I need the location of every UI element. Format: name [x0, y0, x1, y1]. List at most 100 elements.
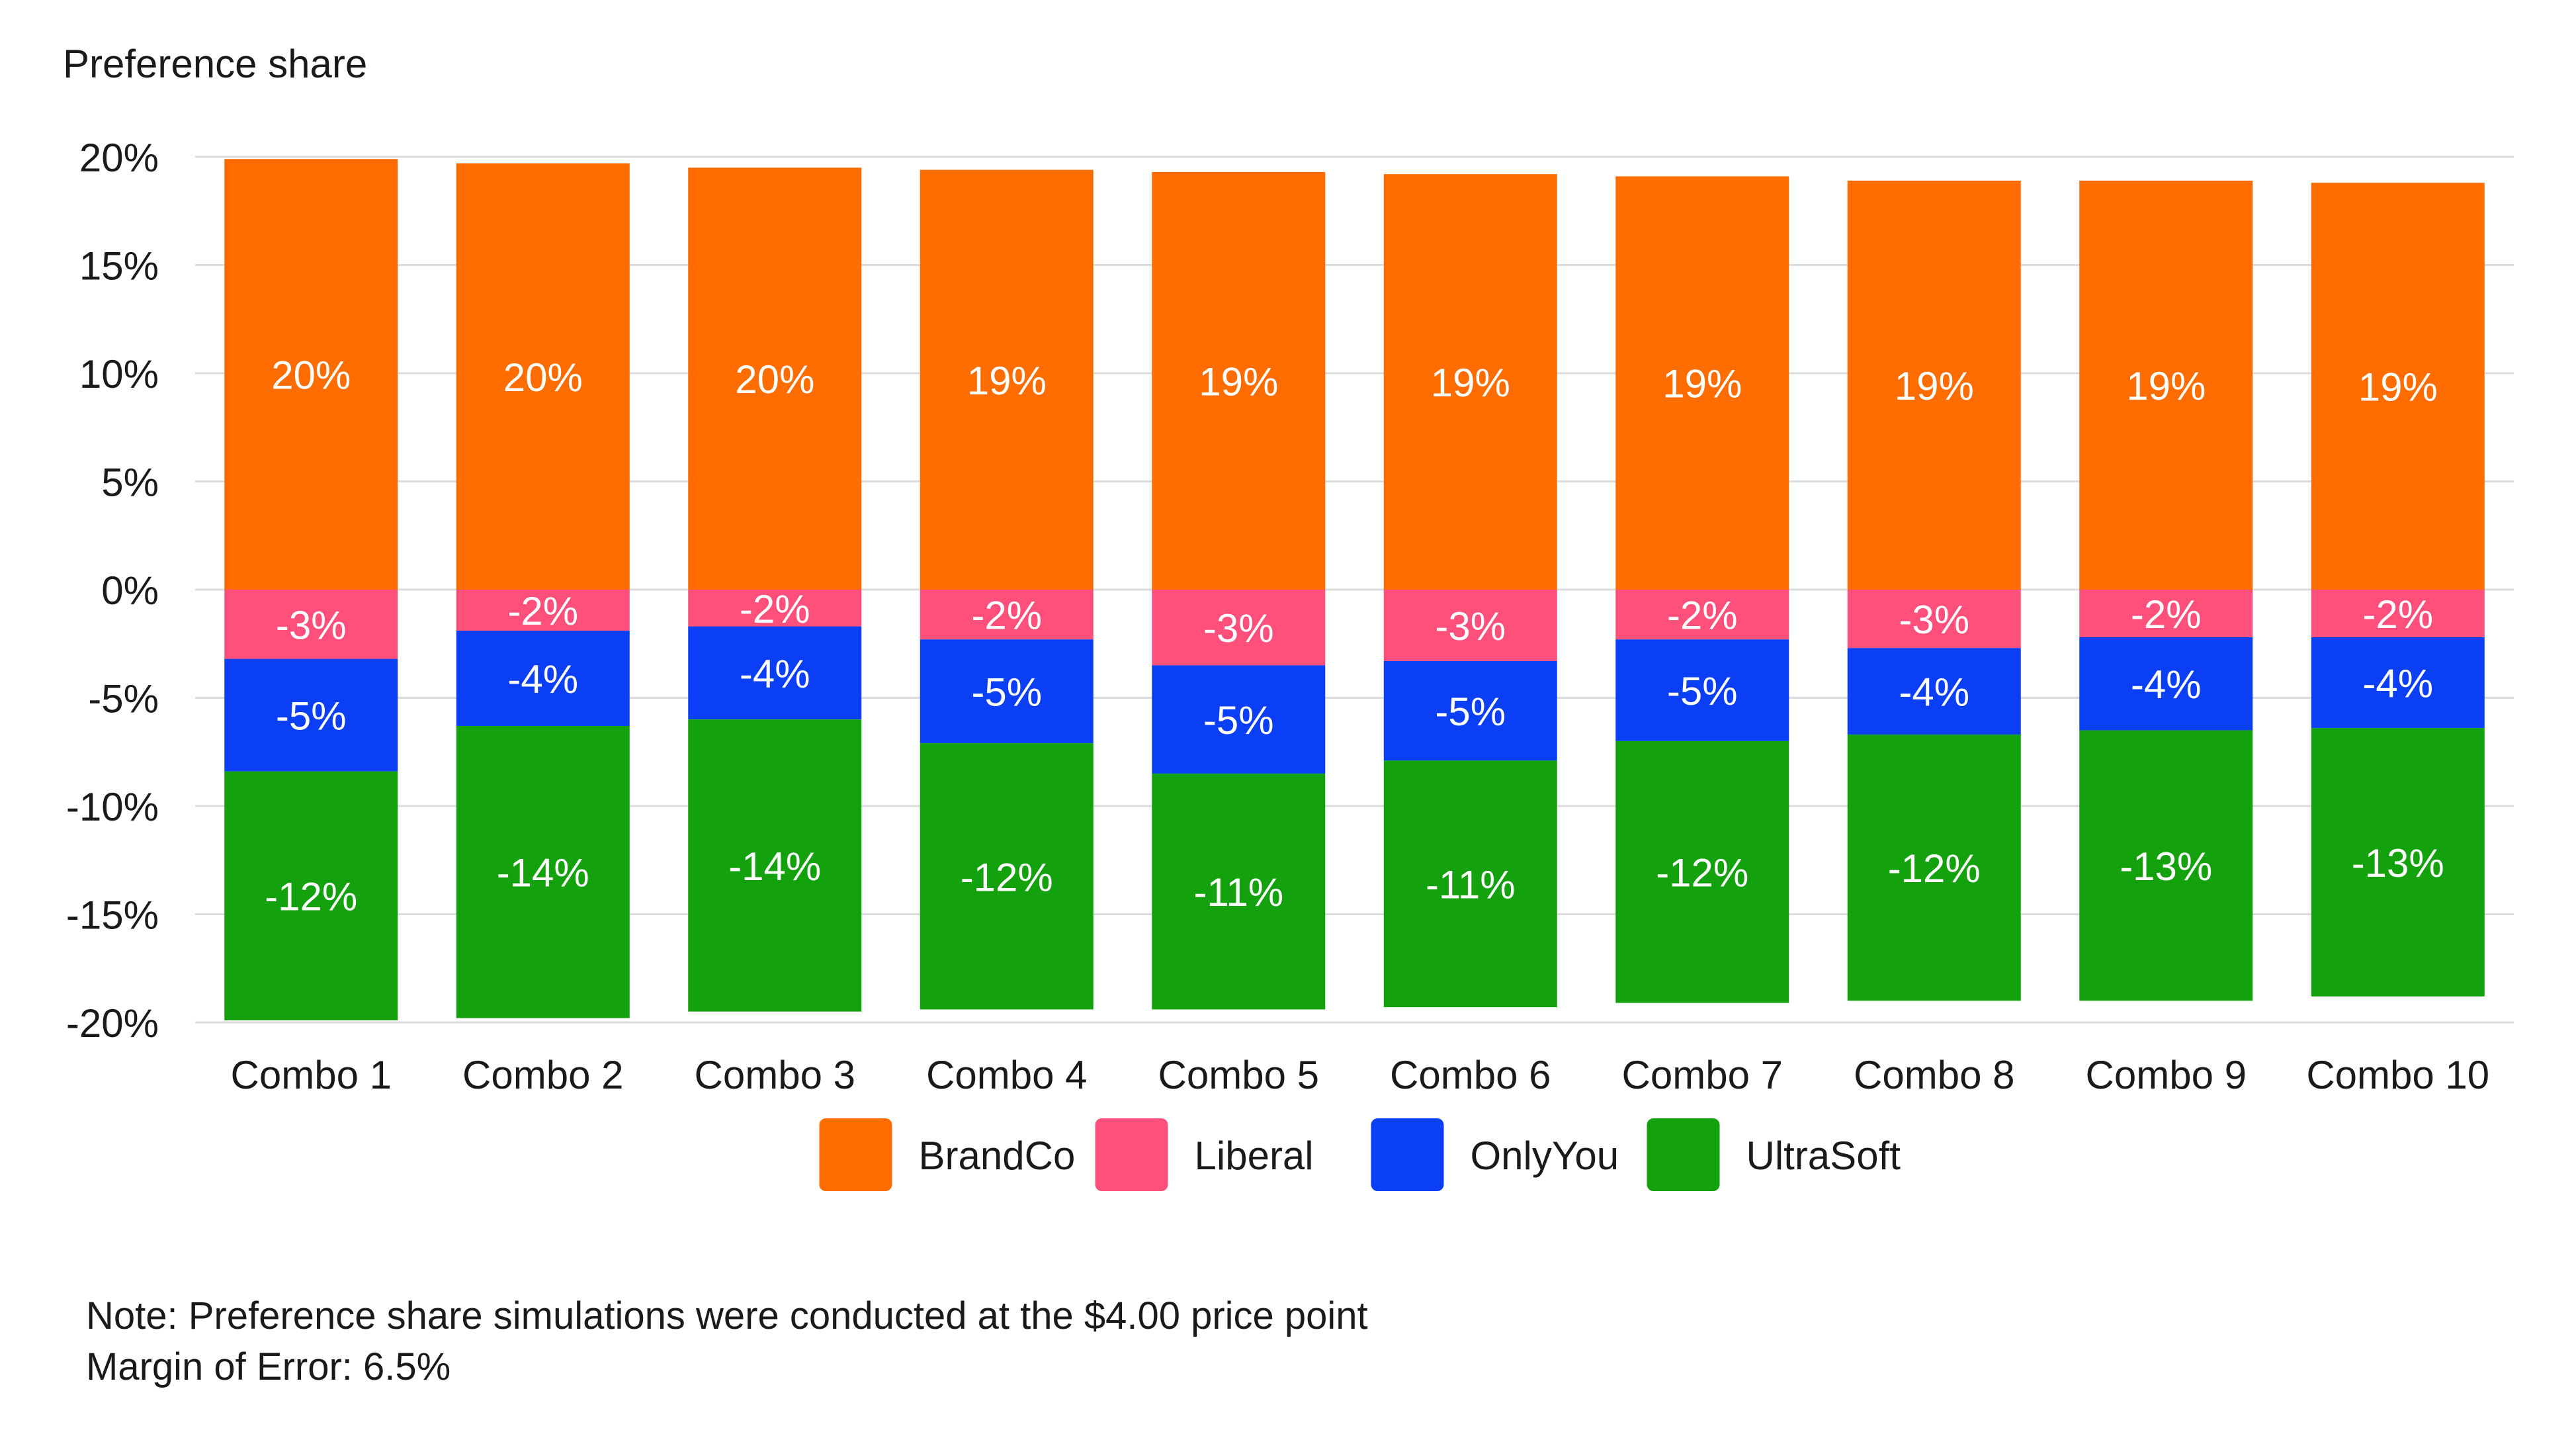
data-label-ultrasoft: -14%	[728, 844, 821, 889]
data-label-onlyyou: -5%	[1203, 698, 1274, 742]
bar-ultrasoft-1	[224, 771, 398, 1020]
bar-onlyyou-6	[1383, 660, 1557, 761]
bar-onlyyou-1	[224, 658, 398, 772]
bar-liberal-10	[2311, 590, 2485, 637]
bar-brandco-1	[224, 159, 398, 590]
y-tick-label: 15%	[79, 244, 159, 289]
bar-ultrasoft-7	[1615, 740, 1789, 1003]
x-tick-label: Combo 2	[462, 1053, 623, 1097]
data-label-onlyyou: -5%	[276, 694, 347, 738]
x-tick-label: Combo 10	[2306, 1053, 2489, 1097]
data-label-onlyyou: -5%	[1435, 690, 1506, 734]
x-tick-label: Combo 6	[1390, 1053, 1551, 1097]
data-label-liberal: -2%	[1667, 594, 1738, 638]
bar-brandco-2	[456, 163, 630, 590]
x-tick-label: Combo 7	[1622, 1053, 1783, 1097]
data-label-liberal: -3%	[1203, 606, 1274, 650]
margin-of-error-note: Margin of Error: 6.5%	[86, 1345, 451, 1388]
y-tick-label: 20%	[79, 136, 159, 180]
data-label-ultrasoft: -13%	[2352, 841, 2444, 885]
y-tick-label: -20%	[66, 1001, 159, 1046]
bar-brandco-5	[1152, 171, 1326, 590]
bar-onlyyou-10	[2311, 637, 2485, 729]
legend-label-liberal: Liberal	[1195, 1134, 1314, 1178]
bar-ultrasoft-3	[688, 719, 862, 1012]
y-tick-label: -5%	[88, 677, 159, 721]
data-label-brandco: 20%	[503, 355, 583, 400]
bar-liberal-6	[1383, 590, 1557, 661]
y-tick-label: 10%	[79, 352, 159, 396]
legend-label-ultrasoft: UltraSoft	[1746, 1134, 1901, 1178]
bar-ultrasoft-9	[2079, 730, 2253, 1001]
y-axis-title: Preference share	[63, 42, 368, 86]
data-label-onlyyou: -4%	[2131, 662, 2202, 707]
data-label-liberal: -2%	[2131, 592, 2202, 637]
data-label-brandco: 19%	[2126, 364, 2206, 408]
bar-brandco-10	[2311, 183, 2485, 590]
x-tick-label: Combo 4	[926, 1053, 1087, 1097]
data-label-ultrasoft: -13%	[2120, 844, 2212, 889]
y-tick-label: 0%	[101, 568, 159, 613]
bar-liberal-4	[920, 590, 1094, 640]
data-label-brandco: 20%	[271, 353, 351, 398]
bar-onlyyou-4	[920, 639, 1094, 744]
y-tick-label: 5%	[101, 461, 159, 505]
x-tick-label: Combo 1	[231, 1053, 392, 1097]
data-label-ultrasoft: -14%	[497, 851, 589, 895]
legend-swatch-liberal	[1095, 1118, 1168, 1191]
y-tick-label: -15%	[66, 893, 159, 938]
legend-label-brandco: BrandCo	[919, 1134, 1076, 1178]
bar-ultrasoft-2	[456, 726, 630, 1018]
bar-ultrasoft-10	[2311, 728, 2485, 997]
data-label-brandco: 19%	[2358, 365, 2438, 410]
x-tick-label: Combo 8	[1854, 1053, 2014, 1097]
bar-liberal-2	[456, 590, 630, 631]
bar-liberal-5	[1152, 590, 1326, 666]
legend-label-onlyyou: OnlyYou	[1471, 1134, 1619, 1178]
data-label-liberal: -3%	[276, 603, 347, 647]
data-label-liberal: -2%	[2362, 592, 2433, 637]
data-label-onlyyou: -4%	[1899, 670, 1969, 715]
bar-onlyyou-9	[2079, 637, 2253, 731]
data-label-ultrasoft: -12%	[1888, 846, 1981, 891]
bar-ultrasoft-4	[920, 743, 1094, 1010]
data-label-liberal: -3%	[1899, 598, 1969, 642]
data-label-brandco: 19%	[1662, 362, 1742, 406]
data-label-ultrasoft: -12%	[265, 875, 357, 919]
data-label-liberal: -3%	[1435, 604, 1506, 649]
data-label-onlyyou: -5%	[1667, 669, 1738, 713]
bar-brandco-6	[1383, 174, 1557, 590]
bar-liberal-1	[224, 590, 398, 659]
bar-liberal-8	[1847, 590, 2021, 649]
bar-onlyyou-8	[1847, 648, 2021, 735]
bar-liberal-9	[2079, 590, 2253, 637]
bar-ultrasoft-5	[1152, 773, 1326, 1010]
data-label-ultrasoft: -11%	[1193, 870, 1283, 915]
data-label-onlyyou: -4%	[740, 652, 810, 696]
data-label-onlyyou: -4%	[2362, 662, 2433, 706]
x-tick-label: Combo 5	[1158, 1053, 1319, 1097]
bar-onlyyou-5	[1152, 665, 1326, 774]
legend-swatch-brandco	[819, 1118, 892, 1191]
bar-liberal-7	[1615, 590, 1789, 640]
x-tick-label: Combo 9	[2086, 1053, 2247, 1097]
bar-brandco-8	[1847, 180, 2021, 590]
bar-onlyyou-7	[1615, 639, 1789, 741]
bar-brandco-9	[2079, 180, 2253, 590]
data-label-liberal: -2%	[740, 587, 810, 631]
data-label-brandco: 19%	[1199, 359, 1278, 404]
data-label-onlyyou: -4%	[507, 657, 578, 701]
data-label-brandco: 20%	[735, 357, 814, 402]
data-label-ultrasoft: -12%	[1656, 851, 1748, 895]
legend-swatch-ultrasoft	[1647, 1118, 1720, 1191]
bar-brandco-7	[1615, 176, 1789, 590]
data-label-liberal: -2%	[971, 594, 1042, 638]
bar-liberal-3	[688, 590, 862, 627]
data-label-ultrasoft: -12%	[961, 855, 1053, 899]
bar-onlyyou-2	[456, 631, 630, 727]
bar-brandco-3	[688, 167, 862, 590]
y-tick-label: -10%	[66, 785, 159, 829]
price-point-note: Note: Preference share simulations were …	[86, 1294, 1368, 1337]
